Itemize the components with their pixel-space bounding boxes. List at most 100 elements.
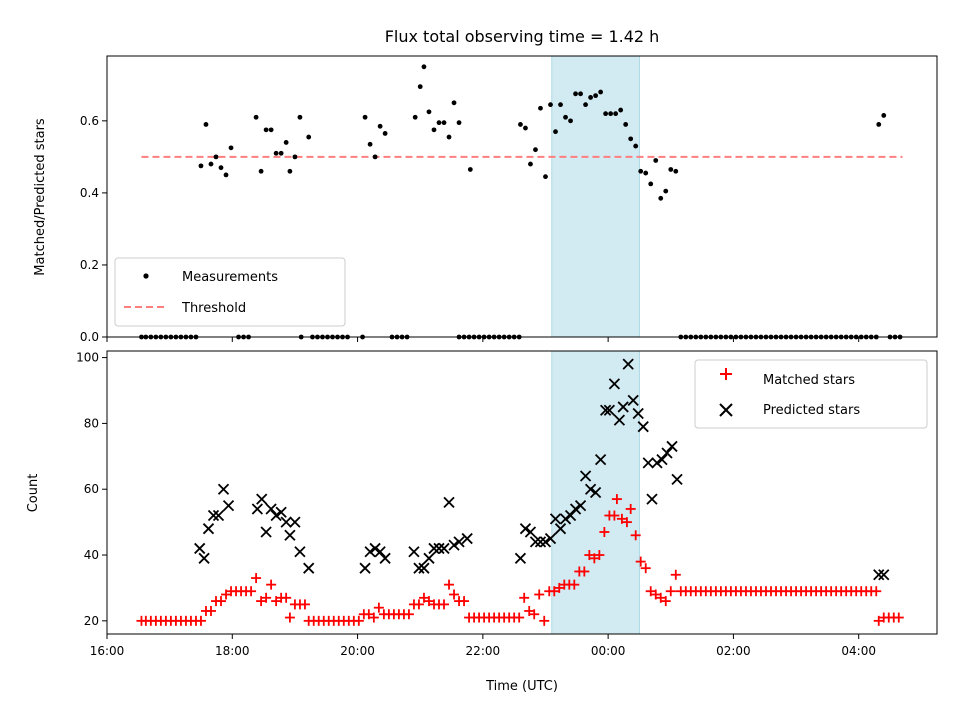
measurement-point <box>673 168 679 174</box>
measurement-point <box>623 122 629 127</box>
measurement-point <box>578 91 583 97</box>
predicted-star-point <box>438 542 450 555</box>
measurement-point <box>218 165 224 171</box>
measurement-point <box>613 111 619 117</box>
measurement-point <box>658 195 664 201</box>
predicted-star-point <box>608 378 621 390</box>
matched-star-point <box>524 605 535 616</box>
measurement-point <box>876 122 882 127</box>
legend-predicted-label: Predicted stars <box>763 403 860 418</box>
predicted-star-point <box>428 542 440 555</box>
matched-star-point <box>589 553 600 564</box>
predicted-star-point <box>878 569 890 581</box>
measurement-point <box>278 150 284 156</box>
measurement-point <box>287 168 293 174</box>
top-highlight-rect <box>551 55 640 338</box>
measurement-point <box>628 136 634 142</box>
matched-star-point <box>873 615 884 626</box>
matched-star-point <box>444 579 455 590</box>
top-legend: Measurements Threshold <box>114 257 346 327</box>
predicted-star-point <box>413 562 425 574</box>
measurement-point <box>598 89 604 95</box>
measurement-point <box>543 174 548 180</box>
top-x-ticks <box>106 337 860 342</box>
predicted-star-point <box>603 404 616 416</box>
matched-star-point <box>534 589 545 600</box>
measurement-point <box>228 145 234 151</box>
predicted-star-point <box>584 483 597 495</box>
matched-star-point <box>195 615 206 626</box>
bottom-x-tick-label: 00:00 <box>591 644 626 658</box>
matched-star-point <box>246 586 257 597</box>
matched-star-point <box>459 596 470 607</box>
measurement-point <box>548 102 553 108</box>
predicted-star-point <box>599 404 612 416</box>
predicted-star-point <box>280 516 292 528</box>
measurement-point <box>518 122 523 127</box>
measurement-point <box>538 105 543 111</box>
measurement-point <box>583 102 588 108</box>
matched-star-point <box>423 596 434 607</box>
predicted-star-point <box>617 401 629 413</box>
bottom-x-tick-label: 20:00 <box>340 644 375 658</box>
matched-star-point <box>413 599 424 610</box>
predicted-star-point <box>637 421 649 433</box>
matched-star-point <box>670 569 681 580</box>
matched-star-point <box>539 615 550 626</box>
predicted-star-point <box>646 493 658 505</box>
predicted-star-point <box>666 440 678 453</box>
predicted-star-point <box>433 542 445 555</box>
measurement-point <box>258 168 264 174</box>
matched-star-point <box>665 586 676 597</box>
predicted-star-point <box>461 532 473 545</box>
predicted-star-point <box>569 503 582 515</box>
measurement-point <box>451 100 457 106</box>
measurement-point <box>372 154 378 160</box>
measurement-point <box>273 150 279 156</box>
predicted-star-point <box>544 532 557 545</box>
predicted-star-point <box>374 546 386 558</box>
legend-measurements-label: Measurements <box>182 270 278 285</box>
measurement-point <box>367 141 373 147</box>
predicted-star-point <box>579 470 592 482</box>
predicted-star-point <box>539 536 552 548</box>
predicted-star-point <box>198 552 210 564</box>
predicted-star-point <box>559 513 572 525</box>
measurement-point <box>523 125 528 131</box>
matched-star-point <box>893 612 904 623</box>
matched-star-point <box>373 602 384 613</box>
predicted-star-point <box>194 542 206 555</box>
matched-star-point <box>418 592 429 603</box>
predicted-star-point <box>359 562 371 574</box>
bottom-y-tick-label: 100 <box>76 351 99 365</box>
predicted-star-point <box>379 552 391 564</box>
predicted-star-point <box>260 526 272 538</box>
predicted-star-point <box>303 562 315 574</box>
predicted-star-point <box>514 552 527 564</box>
predicted-star-point <box>207 509 220 522</box>
matched-star-point <box>871 586 882 597</box>
predicted-star-point <box>448 539 460 551</box>
matched-star-point <box>256 596 267 607</box>
matched-star-point <box>621 517 632 528</box>
matched-star-point <box>655 592 666 603</box>
predicted-star-point <box>661 447 673 459</box>
matched-star-point <box>594 550 605 561</box>
measurement-point <box>553 129 558 135</box>
predicted-star-point <box>589 486 602 499</box>
measurement-point <box>638 168 644 174</box>
predicted-star-point <box>656 453 668 466</box>
matched-star-point <box>216 596 227 607</box>
measurement-point <box>253 114 259 120</box>
measurement-point <box>603 111 609 117</box>
measurement-point <box>417 84 423 90</box>
bottom-axes-frame <box>106 350 938 635</box>
predicted-star-point <box>284 529 296 541</box>
measurement-point <box>436 120 442 126</box>
matched-star-point <box>251 573 262 584</box>
predicted-star-point <box>217 483 230 495</box>
bottom-x-tick-label: 22:00 <box>466 644 501 658</box>
measurement-point <box>653 158 659 163</box>
predicted-star-point <box>873 569 885 581</box>
matched-star-point <box>299 599 310 610</box>
